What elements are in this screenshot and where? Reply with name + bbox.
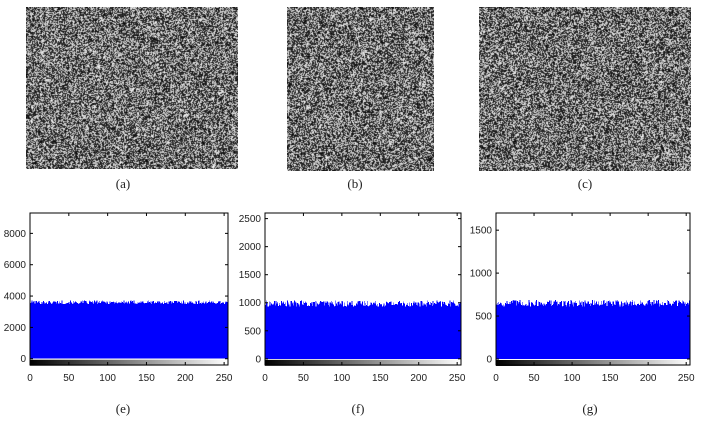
x-tick-label: 0	[262, 373, 268, 384]
noise-image-b	[287, 7, 434, 171]
x-tick-label: 50	[298, 373, 310, 384]
plot-frame-e	[29, 212, 229, 366]
y-tick-label: 2500	[239, 214, 262, 225]
plot-frame-f	[264, 212, 462, 366]
histogram-bars-f	[265, 300, 461, 359]
histogram-e: 0 50 100 150 200 250 0 2000 4000 6000 8000	[4, 212, 233, 384]
y-tick-label: 8000	[4, 229, 27, 240]
x-tick-label: 50	[63, 373, 75, 384]
x-tick-label: 250	[216, 373, 233, 384]
colorbar-e	[30, 359, 228, 366]
histogram-bars-g	[496, 299, 690, 359]
y-tick-label: 0	[20, 354, 26, 365]
y-tick-label: 0	[255, 354, 261, 365]
y-tick-label: 500	[244, 326, 261, 337]
y-tick-label: 500	[475, 312, 492, 323]
y-tick-label: 1000	[470, 269, 493, 280]
caption-g: (g)	[582, 401, 598, 416]
x-tick-label: 100	[334, 373, 351, 384]
caption-c: (c)	[577, 176, 593, 191]
x-tick-label: 250	[449, 373, 466, 384]
histogram-bars-e	[30, 300, 228, 359]
x-tick-label: 150	[372, 373, 389, 384]
y-tick-label: 1500	[470, 226, 493, 237]
y-tick-label: 1500	[239, 270, 262, 281]
caption-a: (a)	[115, 176, 131, 191]
x-tick-label: 150	[138, 373, 155, 384]
x-tick-label: 150	[602, 373, 619, 384]
y-tick-label: 2000	[4, 323, 27, 334]
caption-f: (f)	[351, 401, 365, 416]
x-tick-label: 250	[678, 373, 695, 384]
x-tick-label: 200	[410, 373, 427, 384]
x-tick-label: 100	[99, 373, 116, 384]
y-tick-label: 0	[486, 354, 492, 365]
y-tick-label: 6000	[4, 260, 27, 271]
caption-e: (e)	[115, 401, 131, 416]
plot-frame-g	[495, 212, 691, 366]
noise-image-c	[479, 7, 691, 171]
colorbar-f	[265, 359, 461, 366]
noise-image-a	[26, 7, 238, 169]
y-tick-label: 1000	[239, 298, 262, 309]
x-tick-label: 0	[493, 373, 499, 384]
x-tick-label: 200	[177, 373, 194, 384]
x-tick-label: 100	[564, 373, 581, 384]
y-tick-label: 2000	[239, 242, 262, 253]
x-tick-label: 0	[27, 373, 33, 384]
y-tick-label: 4000	[4, 292, 27, 303]
caption-b: (b)	[347, 176, 363, 191]
histogram-g: 0 50 100 150 200 250 0 500 1000 1500	[470, 212, 695, 384]
x-tick-label: 200	[640, 373, 657, 384]
x-tick-label: 50	[528, 373, 540, 384]
colorbar-g	[496, 359, 690, 366]
